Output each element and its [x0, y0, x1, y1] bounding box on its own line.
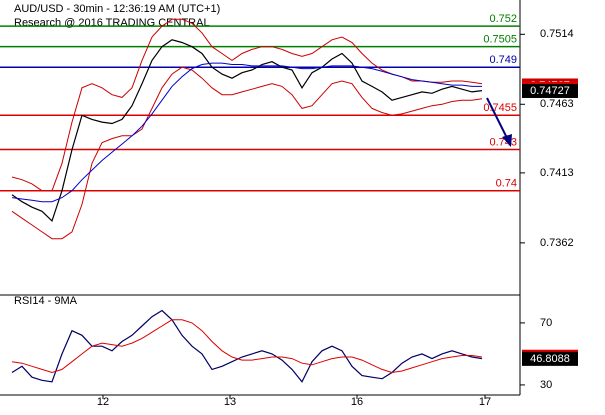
y-tick-label: 0.7362: [540, 237, 574, 249]
price-tag: [522, 83, 578, 98]
level-label: 0.7505: [483, 34, 517, 46]
level-label: 0.749: [489, 54, 517, 66]
rsi-title: RSI14 - 9MA: [14, 295, 78, 307]
x-tick-label: 16: [351, 396, 363, 408]
y-tick-label: 0.7463: [540, 98, 574, 110]
level-label: 0.74: [496, 178, 517, 190]
series-line: [11, 62, 482, 203]
x-tick-label: 17: [479, 396, 491, 408]
price-tag: [522, 351, 578, 366]
series-line: [11, 319, 483, 374]
chart-title: AUD/USD - 30min - 12:36:19 AM (UTC+1): [14, 3, 220, 15]
price-tag-label: 46.8088: [530, 353, 570, 365]
forecast-arrow: [486, 97, 512, 147]
y-tick-label: 70: [540, 317, 552, 329]
x-tick-label: 12: [97, 396, 109, 408]
y-tick-label: 30: [540, 379, 552, 391]
series-line: [11, 309, 483, 383]
x-tick-label: 13: [224, 396, 236, 408]
level-label: 0.7455: [483, 102, 517, 114]
series-line: [11, 66, 483, 240]
y-tick-label: 0.7413: [540, 167, 574, 179]
series-line: [11, 39, 483, 222]
price-tag-label: 0.74727: [530, 85, 570, 97]
y-tick-label: 0.7514: [540, 28, 574, 40]
level-label: 0.752: [489, 13, 517, 25]
